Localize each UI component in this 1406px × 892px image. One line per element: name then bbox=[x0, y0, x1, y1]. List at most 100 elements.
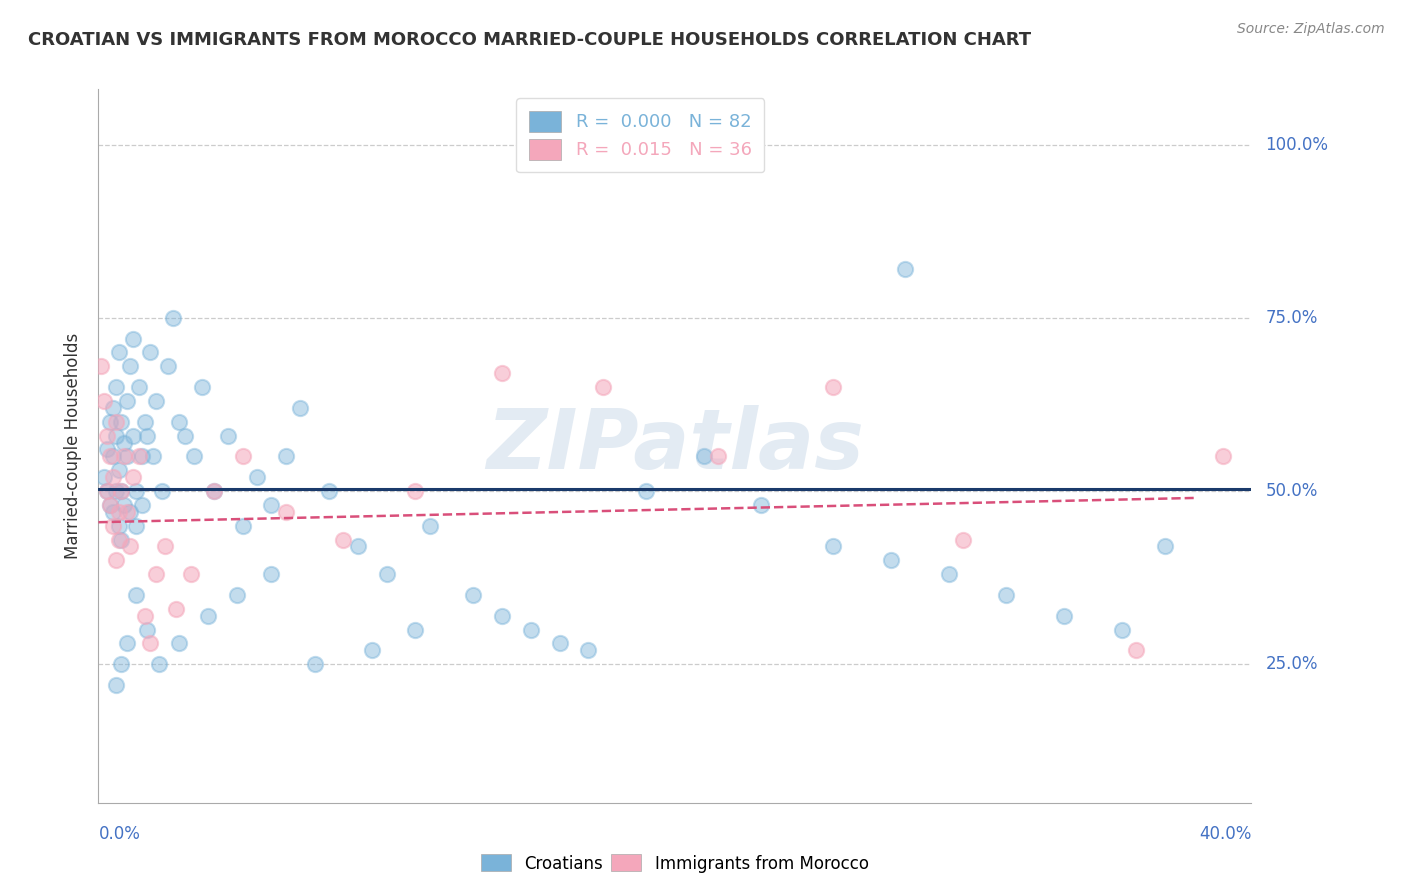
Point bbox=[120, 359, 142, 374]
Point bbox=[260, 498, 283, 512]
Point bbox=[104, 380, 127, 394]
Point bbox=[107, 518, 129, 533]
Point bbox=[375, 567, 398, 582]
Point bbox=[202, 483, 225, 498]
Point bbox=[290, 401, 312, 415]
Point bbox=[548, 636, 571, 650]
Point bbox=[134, 415, 156, 429]
Point bbox=[260, 567, 283, 582]
Point bbox=[93, 394, 115, 409]
Point bbox=[332, 533, 354, 547]
Point bbox=[101, 450, 124, 464]
Point bbox=[183, 450, 205, 464]
Point bbox=[120, 540, 142, 554]
Point bbox=[304, 657, 326, 672]
Point bbox=[131, 498, 153, 512]
Point bbox=[461, 588, 484, 602]
Point bbox=[405, 623, 427, 637]
Point bbox=[122, 470, 145, 484]
Point bbox=[107, 345, 129, 359]
Text: CROATIAN VS IMMIGRANTS FROM MOROCCO MARRIED-COUPLE HOUSEHOLDS CORRELATION CHART: CROATIAN VS IMMIGRANTS FROM MOROCCO MARR… bbox=[28, 31, 1031, 49]
Point bbox=[98, 498, 121, 512]
Point bbox=[107, 533, 129, 547]
Point bbox=[104, 553, 127, 567]
Point bbox=[98, 498, 121, 512]
Point bbox=[112, 498, 135, 512]
Point bbox=[938, 567, 960, 582]
Point bbox=[110, 533, 132, 547]
Text: Source: ZipAtlas.com: Source: ZipAtlas.com bbox=[1237, 22, 1385, 37]
Point bbox=[823, 380, 845, 394]
Point bbox=[361, 643, 384, 657]
Point bbox=[136, 428, 159, 442]
Point bbox=[578, 643, 600, 657]
Point bbox=[139, 345, 162, 359]
Point bbox=[1111, 623, 1133, 637]
Legend: Croatians, Immigrants from Morocco: Croatians, Immigrants from Morocco bbox=[474, 847, 876, 880]
Point bbox=[693, 450, 716, 464]
Point bbox=[153, 540, 176, 554]
Point bbox=[117, 636, 138, 650]
Point bbox=[174, 428, 197, 442]
Point bbox=[134, 608, 156, 623]
Point bbox=[751, 498, 773, 512]
Legend: R =  0.000   N = 82, R =  0.015   N = 36: R = 0.000 N = 82, R = 0.015 N = 36 bbox=[516, 98, 765, 172]
Point bbox=[98, 450, 121, 464]
Point bbox=[636, 483, 658, 498]
Point bbox=[274, 450, 297, 464]
Point bbox=[122, 332, 145, 346]
Point bbox=[96, 442, 118, 457]
Point bbox=[104, 415, 127, 429]
Point bbox=[162, 310, 184, 325]
Point bbox=[150, 483, 173, 498]
Point bbox=[1153, 540, 1175, 554]
Point bbox=[167, 415, 190, 429]
Point bbox=[145, 567, 167, 582]
Y-axis label: Married-couple Households: Married-couple Households bbox=[65, 333, 83, 559]
Point bbox=[231, 450, 254, 464]
Point bbox=[107, 505, 129, 519]
Text: 40.0%: 40.0% bbox=[1199, 825, 1251, 843]
Point bbox=[318, 483, 340, 498]
Point bbox=[98, 415, 121, 429]
Point bbox=[139, 636, 162, 650]
Point bbox=[346, 540, 368, 554]
Point bbox=[246, 470, 269, 484]
Point bbox=[419, 518, 441, 533]
Point bbox=[823, 540, 845, 554]
Point bbox=[101, 470, 124, 484]
Point bbox=[142, 450, 165, 464]
Point bbox=[191, 380, 214, 394]
Point bbox=[110, 657, 132, 672]
Point bbox=[165, 602, 187, 616]
Point bbox=[93, 470, 115, 484]
Point bbox=[117, 505, 138, 519]
Point bbox=[96, 483, 118, 498]
Point bbox=[122, 428, 145, 442]
Point bbox=[995, 588, 1018, 602]
Point bbox=[110, 483, 132, 498]
Point bbox=[110, 483, 132, 498]
Text: 0.0%: 0.0% bbox=[98, 825, 141, 843]
Point bbox=[136, 623, 159, 637]
Point bbox=[110, 415, 132, 429]
Text: 100.0%: 100.0% bbox=[1265, 136, 1329, 153]
Point bbox=[491, 366, 513, 380]
Text: 75.0%: 75.0% bbox=[1265, 309, 1317, 326]
Point bbox=[231, 518, 254, 533]
Point bbox=[125, 483, 148, 498]
Point bbox=[707, 450, 730, 464]
Point bbox=[167, 636, 190, 650]
Point bbox=[125, 518, 148, 533]
Point bbox=[405, 483, 427, 498]
Point bbox=[952, 533, 974, 547]
Point bbox=[225, 588, 247, 602]
Point bbox=[104, 483, 127, 498]
Point bbox=[1053, 608, 1076, 623]
Text: 50.0%: 50.0% bbox=[1265, 482, 1317, 500]
Text: ZIPatlas: ZIPatlas bbox=[486, 406, 863, 486]
Point bbox=[592, 380, 614, 394]
Text: 25.0%: 25.0% bbox=[1265, 656, 1317, 673]
Point bbox=[128, 380, 150, 394]
Point bbox=[148, 657, 170, 672]
